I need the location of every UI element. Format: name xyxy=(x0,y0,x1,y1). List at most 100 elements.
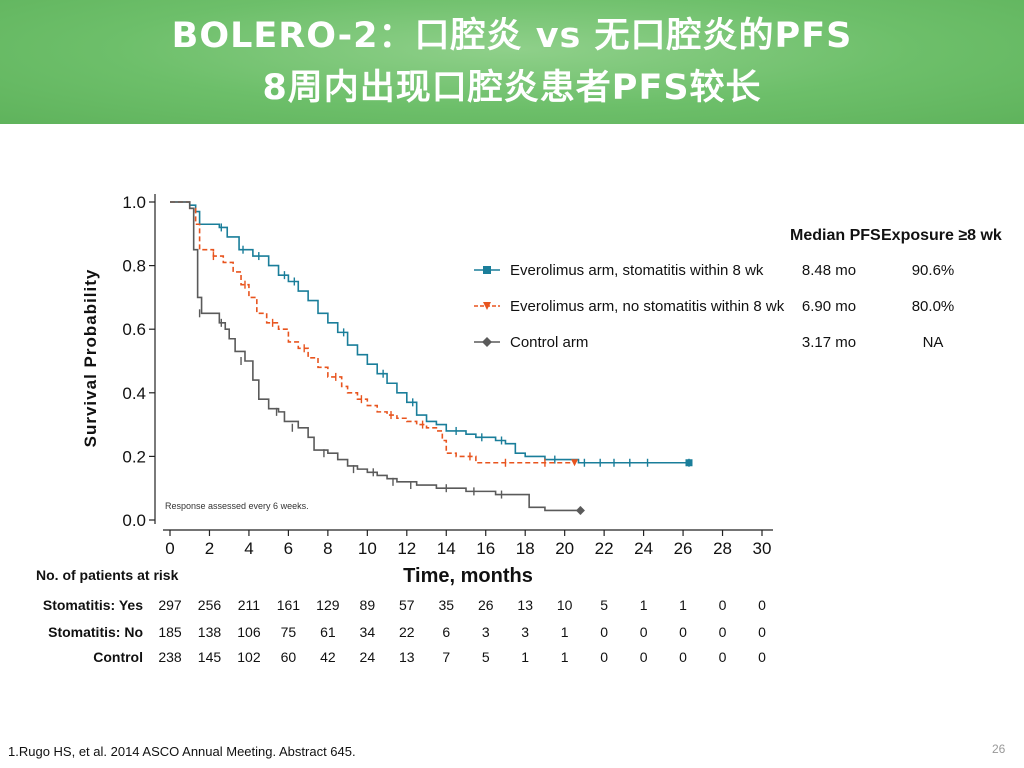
x-tick-label: 22 xyxy=(595,539,614,558)
y-tick-label: 0.0 xyxy=(122,511,146,530)
risk-cell: 0 xyxy=(719,649,727,665)
risk-cell: 0 xyxy=(600,624,608,640)
legend-marker-1 xyxy=(483,266,491,274)
median-pfs-value-3: 3.17 mo xyxy=(802,334,856,351)
risk-row-label: Stomatitis: Yes xyxy=(43,597,143,613)
risk-cell: 238 xyxy=(158,649,182,665)
series-end-marker-3 xyxy=(575,505,585,515)
series-end-marker-1 xyxy=(685,459,693,467)
median-pfs-value-2: 6.90 mo xyxy=(802,298,856,315)
risk-cell: 0 xyxy=(679,649,687,665)
exposure-header: Exposure ≥8 wk xyxy=(881,227,1002,244)
risk-cell: 57 xyxy=(399,597,415,613)
risk-cell: 61 xyxy=(320,624,336,640)
risk-cell: 5 xyxy=(600,597,608,613)
y-tick-label: 0.8 xyxy=(122,257,146,276)
legend-label-2: Everolimus arm, no stomatitis within 8 w… xyxy=(510,298,785,315)
x-axis-title: Time, months xyxy=(403,565,533,587)
series-end-marker-2 xyxy=(571,459,579,467)
series-line-1 xyxy=(170,201,689,464)
risk-cell: 0 xyxy=(640,624,648,640)
x-tick-label: 18 xyxy=(516,539,535,558)
series-line-3 xyxy=(170,201,581,512)
risk-cell: 22 xyxy=(399,624,415,640)
title-banner: BOLERO-2：口腔炎 vs 无口腔炎的PFS 8周内出现口腔炎患者PFS较长 xyxy=(0,0,1024,124)
risk-row-label: Control xyxy=(93,649,143,665)
x-tick-label: 24 xyxy=(634,539,653,558)
median-pfs-header: Median PFS xyxy=(790,227,881,244)
risk-cell: 13 xyxy=(399,649,415,665)
legend-label-3: Control arm xyxy=(510,334,588,351)
risk-cell: 60 xyxy=(281,649,297,665)
risk-cell: 3 xyxy=(521,624,529,640)
risk-cell: 5 xyxy=(482,649,490,665)
legend-marker-3 xyxy=(482,337,492,347)
risk-cell: 34 xyxy=(360,624,376,640)
chart-annotation: Response assessed every 6 weeks. xyxy=(165,501,309,511)
risk-cell: 0 xyxy=(758,624,766,640)
risk-cell: 1 xyxy=(561,649,569,665)
risk-cell: 0 xyxy=(758,597,766,613)
exposure-value-2: 80.0% xyxy=(912,298,955,315)
risk-cell: 26 xyxy=(478,597,494,613)
risk-cell: 3 xyxy=(482,624,490,640)
risk-cell: 6 xyxy=(442,624,450,640)
page-number: 26 xyxy=(992,742,1006,756)
risk-cell: 0 xyxy=(719,597,727,613)
series-line-2 xyxy=(170,201,575,464)
x-tick-label: 8 xyxy=(323,539,332,558)
risk-cell: 0 xyxy=(679,624,687,640)
y-tick-label: 0.4 xyxy=(122,384,146,403)
risk-cell: 0 xyxy=(719,624,727,640)
risk-cell: 129 xyxy=(316,597,340,613)
x-tick-label: 12 xyxy=(397,539,416,558)
x-tick-label: 16 xyxy=(476,539,495,558)
x-tick-label: 10 xyxy=(358,539,377,558)
risk-cell: 297 xyxy=(158,597,182,613)
x-tick-label: 30 xyxy=(753,539,772,558)
slide-title-line2: 8周内出现口腔炎患者PFS较长 xyxy=(262,68,762,108)
risk-cell: 35 xyxy=(438,597,454,613)
y-tick-label: 0.2 xyxy=(122,447,146,466)
risk-cell: 42 xyxy=(320,649,336,665)
slide-title-line1: BOLERO-2：口腔炎 vs 无口腔炎的PFS xyxy=(171,16,853,56)
risk-cell: 0 xyxy=(600,649,608,665)
y-axis-title: Survival Probability xyxy=(81,269,100,448)
exposure-value-1: 90.6% xyxy=(912,262,955,279)
risk-cell: 1 xyxy=(561,624,569,640)
risk-table-title: No. of patients at risk xyxy=(36,567,179,583)
x-tick-label: 26 xyxy=(674,539,693,558)
x-tick-label: 4 xyxy=(244,539,253,558)
risk-cell: 211 xyxy=(238,597,261,613)
risk-cell: 102 xyxy=(237,649,261,665)
risk-cell: 7 xyxy=(442,649,450,665)
km-survival-chart: 0.00.20.40.60.81.00 2 4 6 8 10 12 14 16 18 20 22 24 2… xyxy=(36,193,1002,665)
risk-cell: 75 xyxy=(281,624,297,640)
risk-cell: 138 xyxy=(198,624,222,640)
x-tick-label: 2 xyxy=(205,539,214,558)
exposure-value-3: NA xyxy=(923,334,944,351)
risk-cell: 13 xyxy=(517,597,533,613)
y-tick-label: 1.0 xyxy=(122,193,146,212)
risk-cell: 161 xyxy=(277,597,301,613)
risk-cell: 24 xyxy=(360,649,376,665)
risk-cell: 1 xyxy=(679,597,687,613)
risk-cell: 185 xyxy=(158,624,182,640)
legend-label-1: Everolimus arm, stomatitis within 8 wk xyxy=(510,262,764,279)
legend-marker-2 xyxy=(483,302,491,310)
risk-cell: 1 xyxy=(640,597,648,613)
x-tick-label: 6 xyxy=(284,539,293,558)
risk-cell: 0 xyxy=(640,649,648,665)
risk-cell: 89 xyxy=(360,597,376,613)
x-tick-label: 20 xyxy=(555,539,574,558)
risk-cell: 256 xyxy=(198,597,222,613)
risk-cell: 106 xyxy=(237,624,261,640)
footnote: 1.Rugo HS, et al. 2014 ASCO Annual Meeti… xyxy=(8,744,356,759)
risk-cell: 10 xyxy=(557,597,573,613)
risk-cell: 1 xyxy=(521,649,529,665)
risk-row-label: Stomatitis: No xyxy=(48,624,143,640)
x-tick-label: 14 xyxy=(437,539,456,558)
x-tick-label: 28 xyxy=(713,539,732,558)
y-tick-label: 0.6 xyxy=(122,320,146,339)
risk-cell: 145 xyxy=(198,649,222,665)
